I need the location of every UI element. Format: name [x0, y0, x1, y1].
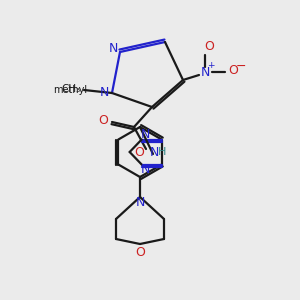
Text: N: N [200, 65, 210, 79]
Text: O: O [135, 245, 145, 259]
Text: CH₃: CH₃ [61, 84, 81, 94]
Text: O: O [135, 146, 145, 158]
Text: N: N [141, 128, 150, 141]
Text: N: N [108, 43, 118, 56]
Text: O: O [204, 40, 214, 52]
Text: N: N [141, 163, 150, 176]
Text: H: H [158, 147, 166, 157]
Text: O: O [98, 113, 108, 127]
Text: −: − [236, 59, 246, 73]
Text: O: O [228, 64, 238, 77]
Text: N: N [149, 146, 159, 158]
Text: +: + [207, 61, 215, 70]
Text: N: N [99, 86, 109, 100]
Text: N: N [135, 196, 145, 208]
Text: methyl: methyl [53, 85, 87, 95]
